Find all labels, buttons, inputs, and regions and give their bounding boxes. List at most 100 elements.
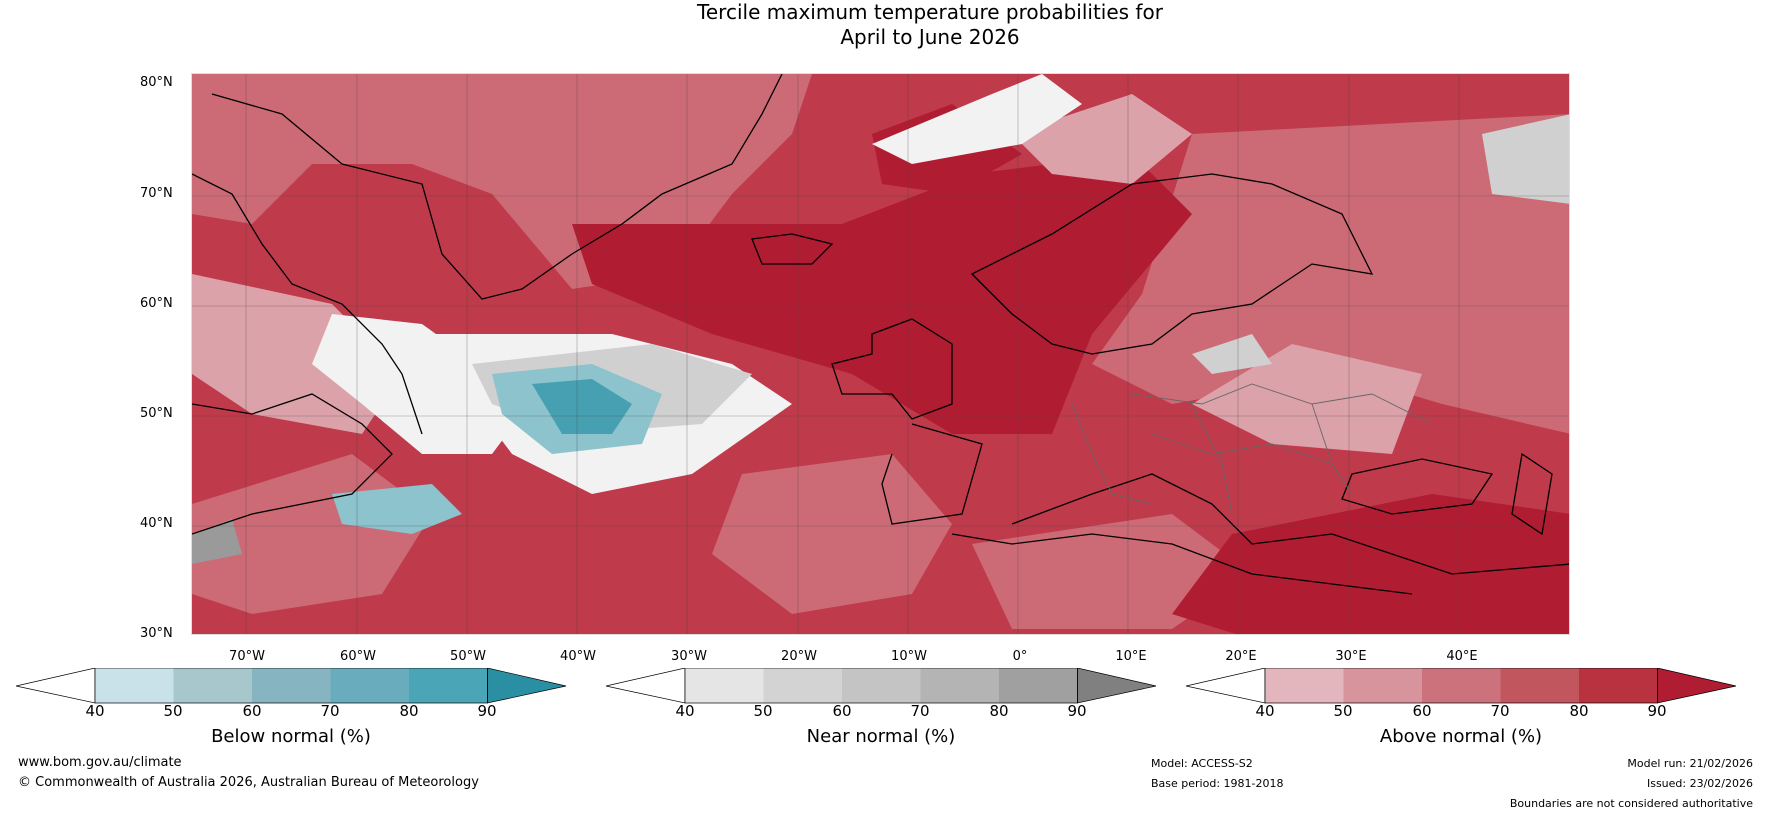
cbar1-seg-3: [842, 668, 921, 703]
lon-label-20e: 20°E: [1225, 649, 1257, 664]
lat-label-70: 70°N: [140, 186, 173, 201]
cbar1-over: [1077, 668, 1157, 704]
lon-label-10w: 10°W: [891, 649, 927, 664]
lon-label-60w: 60°W: [340, 649, 376, 664]
lat-label-50: 50°N: [140, 406, 173, 421]
footer-model: Model: ACCESS-S2: [1151, 757, 1253, 770]
region-med-deep: [1172, 494, 1569, 634]
region-greenland-sea-white: [872, 74, 1082, 164]
colorbar-above-normal: [1186, 668, 1737, 704]
cbar2-under: [1186, 668, 1266, 704]
footer-copyright: © Commonwealth of Australia 2026, Austra…: [18, 775, 479, 790]
lon-label-10e: 10°E: [1115, 649, 1147, 664]
cbar2-tick-80: 80: [1569, 702, 1589, 720]
cbar1-tick-60: 60: [832, 702, 852, 720]
cbar0-tick-50: 50: [163, 702, 183, 720]
footer-issued: Issued: 23/02/2026: [1646, 777, 1753, 790]
colorbar-title-below: Below normal (%): [211, 726, 371, 747]
cbar2-seg-4: [1500, 668, 1579, 703]
british-isles-coast: [831, 318, 953, 420]
north-africa-coast: [951, 533, 1413, 595]
chart-title: Tercile maximum temperature probabilitie…: [0, 0, 1770, 50]
cbar0-tick-70: 70: [320, 702, 340, 720]
colorbar-title-near: Near normal (%): [806, 726, 956, 747]
black-sea-coast: [1341, 458, 1494, 515]
footer-model-run: Model run: 21/02/2026: [1627, 757, 1753, 770]
cbar2-seg-5: [1579, 668, 1658, 703]
cbar1-tick-70: 70: [910, 702, 930, 720]
footer-base-period: Base period: 1981-2018: [1151, 777, 1284, 790]
title-line-1: Tercile maximum temperature probabilitie…: [697, 0, 1163, 24]
region-north-atlantic-deep: [572, 154, 1192, 434]
cbar0-seg-4: [330, 668, 409, 703]
lat-label-60: 60°N: [140, 296, 173, 311]
cbar1-seg-1: [685, 668, 764, 703]
caspian-coast: [1511, 452, 1553, 536]
region-sw-teal: [332, 484, 462, 534]
cbar0-seg-3: [252, 668, 331, 703]
lon-label-30w: 30°W: [671, 649, 707, 664]
colorbar-title-above: Above normal (%): [1379, 726, 1543, 747]
north-america-east-coast: [192, 393, 393, 535]
map-svg: [192, 74, 1569, 634]
cbar2-tick-50: 50: [1333, 702, 1353, 720]
cbar1-seg-5: [999, 668, 1078, 703]
cbar0-over: [487, 668, 567, 704]
cbar2-tick-40: 40: [1255, 702, 1275, 720]
colorbar-near-normal: [606, 668, 1157, 704]
cbar0-tick-40: 40: [85, 702, 105, 720]
cbar1-seg-2: [763, 668, 842, 703]
region-atlantic-south-pink: [712, 454, 952, 614]
cbar0-tick-60: 60: [242, 702, 262, 720]
greenland-coast: [211, 74, 783, 300]
cbar0-under: [16, 668, 96, 704]
coastlines: [192, 74, 1569, 595]
lon-label-70w: 70°W: [229, 649, 265, 664]
footer-disclaimer: Boundaries are not considered authoritat…: [1509, 797, 1753, 810]
lon-label-20w: 20°W: [781, 649, 817, 664]
region-east-europe-light: [1192, 344, 1422, 454]
cbar1-tick-90: 90: [1067, 702, 1087, 720]
title-line-2: April to June 2026: [840, 25, 1020, 49]
lon-label-40w: 40°W: [560, 649, 596, 664]
cbar0-seg-1: [95, 668, 174, 703]
region-baltic-grey: [1192, 334, 1272, 374]
lat-label-40: 40°N: [140, 516, 173, 531]
lat-label-80: 80°N: [140, 75, 173, 90]
cbar0-seg-2: [173, 668, 252, 703]
cbar2-tick-60: 60: [1412, 702, 1432, 720]
cbar2-over: [1657, 668, 1737, 704]
region-newfoundland-white: [312, 314, 522, 454]
lon-label-0: 0°: [1012, 649, 1028, 664]
cbar2-seg-3: [1422, 668, 1501, 703]
cbar2-seg-1: [1265, 668, 1344, 703]
cbar0-seg-5: [409, 668, 488, 703]
cbar0-tick-80: 80: [399, 702, 419, 720]
europe-west-coast: [881, 423, 983, 525]
lon-label-50w: 50°W: [450, 649, 486, 664]
lon-label-40e: 40°E: [1446, 649, 1478, 664]
cbar1-tick-40: 40: [675, 702, 695, 720]
region-east-grey: [1482, 114, 1569, 204]
probability-map: [191, 73, 1570, 635]
iceland-coast: [751, 233, 834, 265]
cbar2-tick-90: 90: [1647, 702, 1667, 720]
cbar0-tick-90: 90: [477, 702, 497, 720]
baffin-coast: [192, 173, 423, 435]
cbar2-seg-2: [1343, 668, 1422, 703]
region-teal-dark: [532, 379, 632, 434]
region-north-africa-pink: [972, 514, 1252, 629]
cbar2-tick-70: 70: [1490, 702, 1510, 720]
scandinavia-coast: [970, 173, 1374, 355]
cbar1-under: [606, 668, 686, 704]
lon-label-30e: 30°E: [1335, 649, 1367, 664]
map-gridlines: [192, 74, 1569, 634]
cbar1-tick-50: 50: [753, 702, 773, 720]
region-east-atlantic-light: [1012, 94, 1192, 184]
footer-website: www.bom.gov.au/climate: [18, 755, 182, 770]
cbar1-seg-4: [920, 668, 999, 703]
colorbar-below-normal: [16, 668, 567, 704]
country-borders: [1071, 383, 1433, 515]
mediterranean-coast: [1011, 473, 1569, 575]
lat-label-30: 30°N: [140, 626, 173, 641]
